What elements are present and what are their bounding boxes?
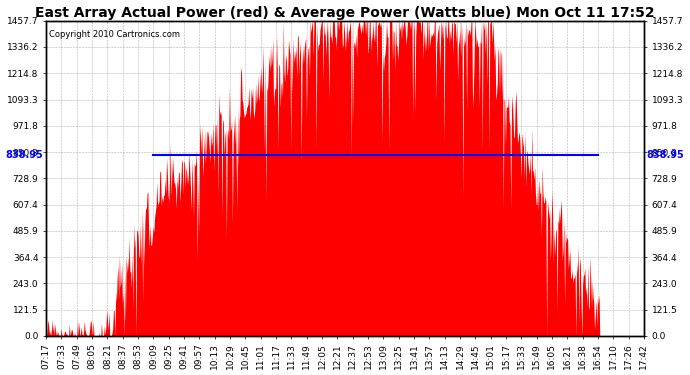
Text: 838.95: 838.95 [647,150,684,159]
Text: 838.95: 838.95 [6,150,43,159]
Text: Copyright 2010 Cartronics.com: Copyright 2010 Cartronics.com [49,30,180,39]
Title: East Array Actual Power (red) & Average Power (Watts blue) Mon Oct 11 17:52: East Array Actual Power (red) & Average … [35,6,655,20]
